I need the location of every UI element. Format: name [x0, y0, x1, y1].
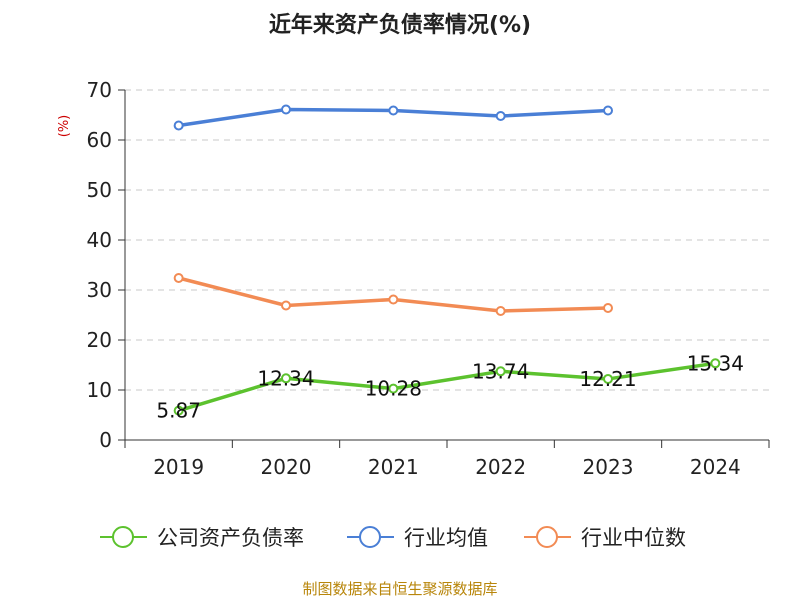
- legend-label: 公司资产负债率: [157, 526, 304, 550]
- x-tick-label: 2023: [583, 455, 634, 479]
- legend-item[interactable]: 行业中位数: [524, 526, 686, 550]
- data-label: 12.34: [257, 366, 314, 390]
- source-note: 制图数据来自恒生聚源数据库: [302, 580, 497, 598]
- y-tick-label: 60: [87, 128, 112, 152]
- data-point[interactable]: [281, 300, 291, 311]
- x-tick-label: 2022: [475, 455, 526, 479]
- data-point[interactable]: [388, 105, 399, 116]
- data-point[interactable]: [281, 373, 291, 384]
- data-point[interactable]: [603, 105, 613, 116]
- y-tick-label: 50: [87, 178, 112, 202]
- x-tick-label: 2024: [690, 455, 741, 479]
- y-tick-label: 0: [99, 428, 112, 452]
- data-labels: 5.87 12.34 10.28 13.74 12.21 15.34: [156, 351, 744, 422]
- data-label: 12.21: [579, 367, 636, 391]
- y-tick-label: 10: [87, 378, 112, 402]
- legend-marker: [112, 526, 134, 548]
- series-line: [178, 361, 716, 413]
- grid: [125, 89, 769, 391]
- data-point[interactable]: [173, 120, 184, 131]
- data-point[interactable]: [173, 405, 184, 416]
- x-tick-label: 2020: [261, 455, 312, 479]
- legend-item[interactable]: 公司资产负债率: [100, 526, 304, 550]
- legend-label: 行业均值: [404, 526, 488, 550]
- data-point[interactable]: [495, 111, 506, 121]
- data-point[interactable]: [495, 306, 506, 316]
- legend[interactable]: 公司资产负债率 行业均值 行业中位数: [100, 526, 686, 550]
- y-tick-label: 30: [87, 278, 112, 302]
- legend-marker: [359, 526, 381, 548]
- legend-marker: [536, 526, 558, 548]
- data-point[interactable]: [281, 104, 291, 115]
- data-label: 10.28: [365, 377, 422, 401]
- x-tick-label: 2021: [368, 455, 419, 479]
- data-point[interactable]: [495, 366, 506, 377]
- x-tick-label: 2019: [153, 455, 204, 479]
- data-label: 5.87: [156, 399, 201, 423]
- legend-label: 行业中位数: [581, 526, 686, 550]
- data-point[interactable]: [388, 383, 399, 394]
- data-label: 13.74: [472, 359, 529, 383]
- series: [173, 104, 721, 416]
- y-axis-label: (%): [57, 115, 72, 138]
- data-point[interactable]: [710, 358, 721, 369]
- legend-item[interactable]: 行业均值: [347, 526, 488, 550]
- y-tick-label: 70: [87, 78, 112, 102]
- data-point[interactable]: [603, 373, 613, 384]
- data-point[interactable]: [388, 294, 399, 305]
- data-label: 15.34: [687, 351, 744, 375]
- data-point[interactable]: [603, 303, 613, 313]
- axes: 0 10 20 30 40 50 60 70 2019 2020 2021 2022 2023 2024: [87, 78, 770, 479]
- y-tick-label: 20: [87, 328, 112, 352]
- y-tick-label: 40: [87, 228, 112, 252]
- chart-title: 近年来资产负债率情况(%): [269, 12, 531, 38]
- data-point[interactable]: [173, 273, 184, 283]
